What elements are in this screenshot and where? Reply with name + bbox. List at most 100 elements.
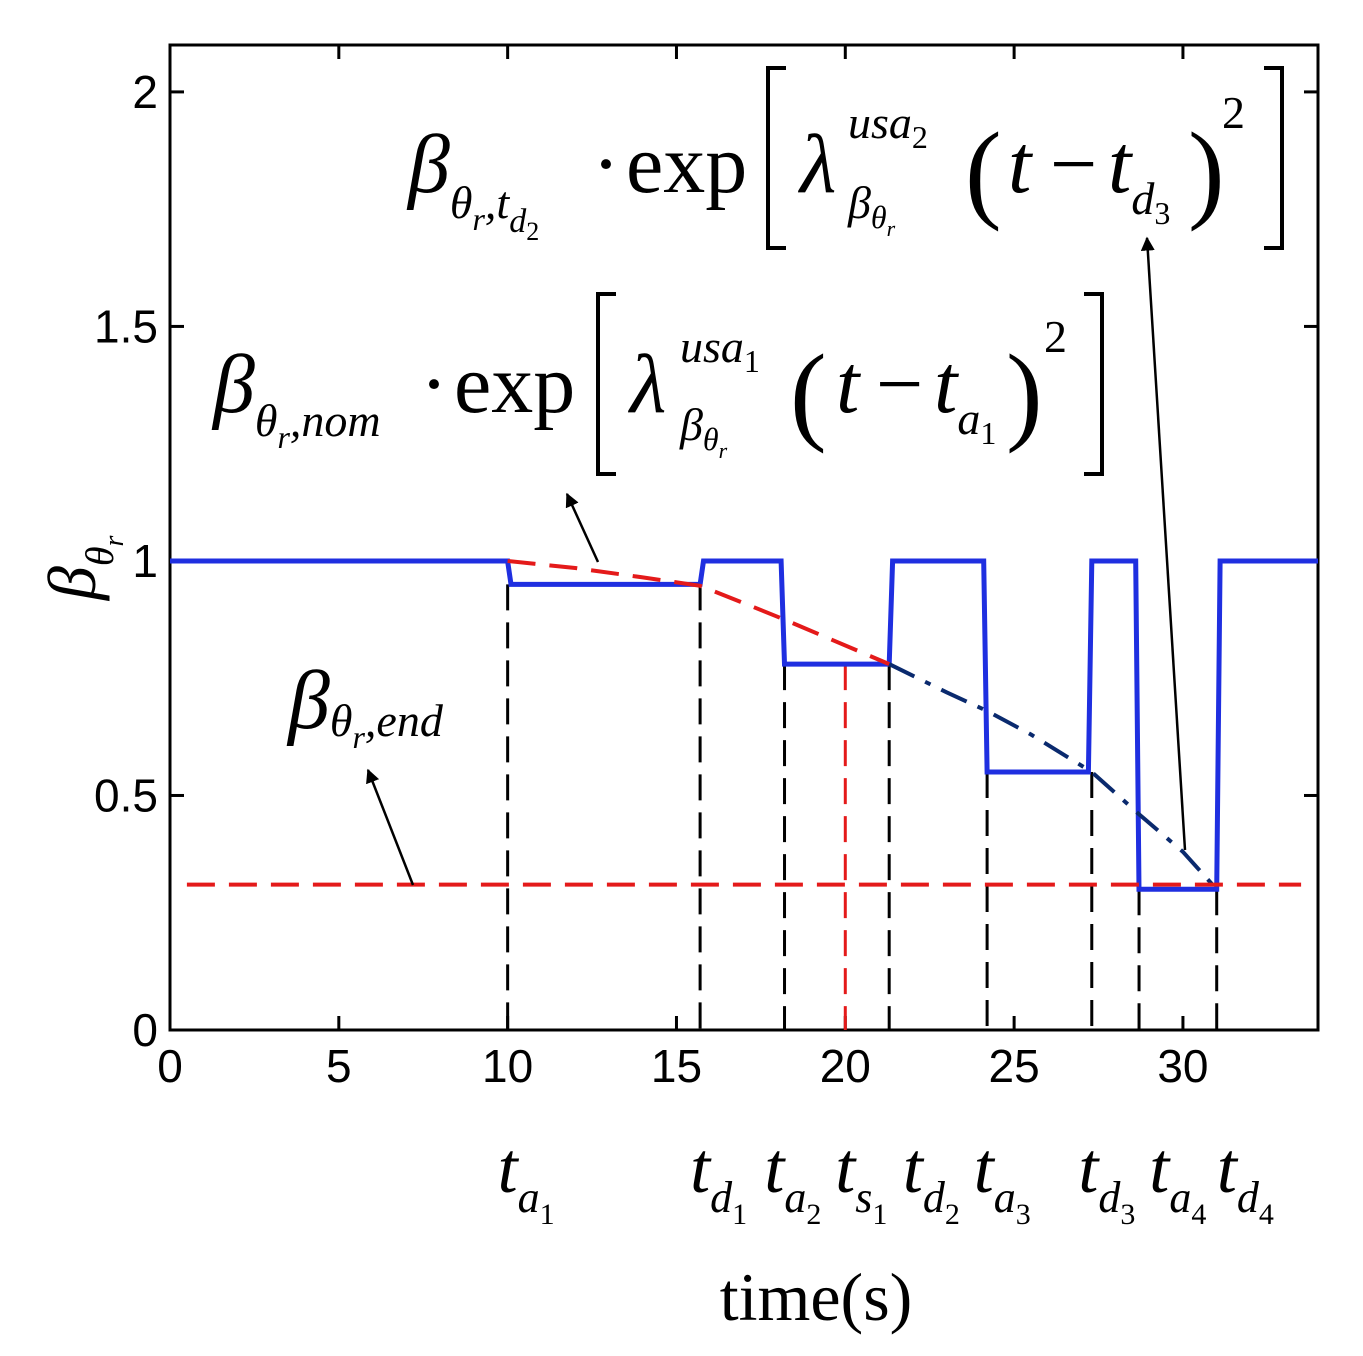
f2-square: 2 [1044,311,1067,362]
end-comma: , [365,695,377,746]
series-line-2 [507,559,890,666]
label-end: βθr,end [286,654,444,755]
svg-text:ta1: ta1 [934,338,996,451]
time-marker-label: td3 [1078,1128,1135,1231]
f2-comma: , [290,395,302,446]
x-tick-label: 15 [651,1040,702,1092]
f2-lambda: λ [627,338,666,431]
f2-exp: exp [454,338,575,431]
series-layer [170,558,1318,892]
f1-d3: d [1131,173,1155,224]
annotation-arrows [366,236,1187,886]
f2-a1: a [957,393,980,444]
f1-lparen: ( [965,110,1002,232]
y-tick-label: 2 [132,66,158,118]
f1-d: d [509,203,527,240]
svg-text:t: t [1008,118,1034,211]
f1-comma: , [485,177,497,228]
formula-td2: βθr,td2 ·exp λ usa2 βθr ( t − td3 ) 2 [406,66,1284,250]
f2-beta: β [211,338,255,431]
time-marker-label: ta2 [764,1128,821,1231]
svg-text:2: 2 [1044,311,1067,362]
f2-r: r [277,419,290,455]
f1-exp: exp [626,118,747,211]
time-marker-label: td2 [903,1128,960,1231]
time-marker-label: ta4 [1149,1128,1206,1231]
f2-nom: nom [301,395,380,446]
svg-text:−: − [1050,118,1097,211]
svg-text:βθr,td2: βθr,td2 [406,118,539,246]
x-tick-label: 25 [989,1040,1040,1092]
vertical-marker-lines [506,584,1219,1030]
f1-sub-r: r [887,216,896,241]
arrow-formula-nom [565,492,600,563]
time-marker-label: ta1 [498,1128,555,1231]
svg-text:usa2: usa2 [848,97,928,155]
x-tick-label: 20 [820,1040,871,1092]
f2-usa: usa [680,321,744,372]
f1-t3: t [1108,118,1134,211]
y-label-beta: β [34,566,110,602]
series-line-3 [888,662,1219,891]
f1-t: t [496,177,510,228]
f1-usa: usa [848,97,912,148]
f1-two: 2 [526,217,539,246]
f1-minus: − [1050,118,1097,211]
y-label-theta: θ [77,546,122,566]
y-tick-label: 1 [132,535,158,587]
svg-text:βθr: βθr [34,535,130,602]
f1-right-bracket [1264,66,1284,250]
svg-text:βθr: βθr [847,177,896,241]
f2-right-bracket [1084,292,1104,476]
f2-sub-theta: θ [703,421,719,457]
svg-text:βθr,end: βθr,end [286,654,444,755]
f1-lambda: λ [797,118,836,211]
f2-theta: θ [255,395,278,446]
y-label-r: r [99,535,130,546]
f2-dot: · [420,338,448,431]
f1-beta: β [406,118,450,211]
time-marker-label: ts1 [835,1128,887,1231]
f1-r: r [472,201,485,237]
svg-text:βθr,nom: βθr,nom [211,338,381,455]
svg-text:λ: λ [797,118,836,211]
f2-usa-1: 1 [744,343,760,379]
svg-text:t: t [836,338,862,431]
f2-rparen: ) [1006,332,1043,454]
x-tick-label: 5 [326,1040,352,1092]
end-end: end [376,695,443,746]
f2-t3: t [934,338,960,431]
f2-left-bracket [596,292,616,476]
y-tick-label: 0.5 [94,769,158,821]
f2-sub-beta: β [679,399,703,450]
time-marker-label: td1 [690,1128,747,1231]
plot-area [168,43,1320,1032]
f1-theta: θ [450,177,473,228]
y-tick-label: 0 [132,1004,158,1056]
time-marker-label: td4 [1217,1128,1274,1231]
f1-sub-theta: θ [871,199,887,235]
x-tick-label: 30 [1157,1040,1208,1092]
svg-text:−: − [876,338,923,431]
arrow-formula-td2 [1140,236,1187,851]
y-axis-label: βθr [34,535,130,602]
f1-t2: t [1008,118,1034,211]
svg-text:usa1: usa1 [680,321,760,379]
svg-text:·exp: ·exp [420,338,575,431]
time-marker-label: ta3 [974,1128,1031,1231]
f1-d3-num: 3 [1154,195,1170,231]
f2-t2: t [836,338,862,431]
f2-minus: − [876,338,923,431]
f1-rparen: ) [1188,110,1225,232]
formula-nom: βθr,nom ·exp λ usa1 βθr ( t − ta1 ) 2 [211,292,1104,476]
x-axis-label: time(s) [720,1259,913,1335]
svg-text:λ: λ [627,338,666,431]
x-tick-label: 0 [157,1040,183,1092]
svg-text:td3: td3 [1108,118,1170,231]
f1-dot: · [592,118,620,211]
series-line-1 [170,558,1318,892]
end-theta: θ [330,695,353,746]
svg-text:·exp: ·exp [592,118,747,211]
